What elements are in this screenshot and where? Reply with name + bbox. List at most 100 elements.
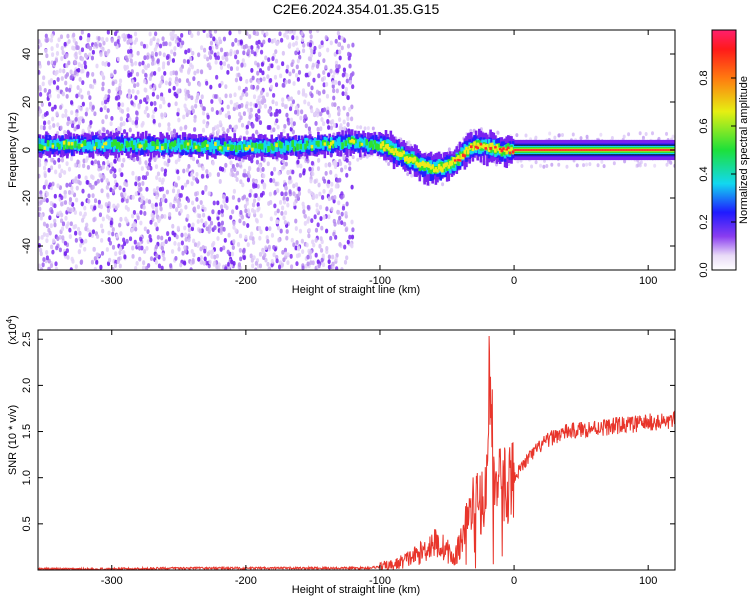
- snr-scale-close: ): [7, 315, 19, 319]
- spectrogram-track-cell: [148, 135, 151, 149]
- spectrogram-speckle: [160, 214, 164, 219]
- spectrogram-speckle: [165, 55, 170, 61]
- spectrogram-track-cell: [61, 140, 64, 148]
- spectrogram-track-cell: [64, 139, 68, 146]
- spectrogram-speckle: [268, 108, 272, 114]
- spectrogram-speckle: [234, 54, 238, 60]
- spectrogram-speckle: [669, 160, 673, 165]
- spectrogram-speckle: [45, 232, 49, 238]
- spectrogram-speckle: [296, 76, 300, 82]
- spectrogram-speckle: [324, 35, 328, 40]
- spectrogram-speckle: [335, 64, 339, 69]
- spectrogram-speckle: [180, 240, 184, 246]
- spectrogram-speckle: [141, 265, 146, 270]
- spectrogram-speckle: [105, 214, 110, 220]
- spectrogram-speckle: [220, 212, 225, 218]
- spectrogram-track-cell: [90, 144, 93, 152]
- spectrogram-speckle: [254, 217, 259, 223]
- spectrogram-track-cell: [38, 143, 42, 150]
- spectrogram-speckle: [327, 254, 331, 260]
- spectrogram-track-cell: [531, 149, 534, 151]
- spectrogram-speckle: [80, 63, 84, 69]
- spectrogram-speckle: [51, 181, 55, 187]
- spectrogram-track-cell: [442, 165, 446, 173]
- spectrogram-track-cell: [445, 162, 449, 172]
- spectrogram-speckle: [259, 49, 264, 55]
- spectrogram-speckle: [232, 188, 236, 194]
- spectrogram-speckle: [161, 241, 166, 247]
- spectrogram-speckle: [341, 84, 345, 90]
- spectrogram-speckle: [145, 55, 150, 60]
- spectrogram-track-cell: [149, 141, 153, 152]
- spectrogram-track-cell: [387, 146, 391, 151]
- spectrogram-speckle: [178, 193, 182, 198]
- spectrogram-track-cell: [532, 149, 536, 151]
- spectrogram-track-cell: [458, 151, 462, 160]
- spectrogram-speckle: [224, 162, 228, 168]
- spectrogram-track-cell: [492, 145, 496, 151]
- spectrogram-speckle: [275, 118, 279, 124]
- spectrogram-speckle: [175, 193, 179, 199]
- spectrogram-speckle: [39, 267, 44, 270]
- spectrogram-speckle: [306, 261, 310, 267]
- spectrogram-speckle: [282, 164, 286, 170]
- spectrogram-speckle: [100, 36, 105, 42]
- spectrogram-speckle: [160, 186, 165, 192]
- spectrogram-speckle: [224, 266, 228, 270]
- spectrogram-speckle: [114, 79, 118, 85]
- spectrogram-speckle: [317, 90, 322, 96]
- spectrogram-track-cell: [272, 145, 275, 151]
- spectrogram-speckle: [219, 204, 224, 210]
- spectrogram-speckle: [49, 78, 53, 83]
- spectrogram-speckle: [132, 210, 137, 215]
- spectrogram-speckle: [190, 200, 195, 206]
- spectrogram-speckle: [272, 252, 276, 258]
- spectrogram-speckle: [318, 243, 322, 249]
- spectrogram-speckle: [54, 169, 58, 175]
- spectrogram-track-cell: [598, 149, 602, 151]
- spectrogram-track-cell: [173, 140, 177, 146]
- spectrogram-speckle: [38, 39, 41, 44]
- spectrogram-track-cell: [146, 142, 150, 150]
- spectrogram-speckle: [77, 163, 81, 168]
- spectrogram-speckle: [315, 107, 319, 113]
- spectrogram-speckle: [293, 201, 297, 207]
- spectrogram-speckle: [118, 246, 123, 251]
- spectrogram-speckle: [45, 238, 49, 244]
- spectrogram-speckle: [319, 111, 323, 117]
- spectrogram-speckle: [265, 235, 269, 240]
- spectrogram-speckle: [192, 76, 196, 82]
- spectrogram-speckle: [68, 197, 73, 202]
- spectrogram-speckle: [78, 50, 82, 55]
- spectrogram-speckle: [184, 49, 188, 55]
- spectrogram-speckle: [322, 82, 326, 88]
- spectrogram-speckle: [156, 234, 160, 240]
- spectrogram-track-cell: [461, 155, 465, 160]
- spectrogram-speckle: [317, 73, 321, 79]
- spectrogram-speckle: [232, 224, 236, 230]
- spectrogram-track-cell: [138, 144, 142, 149]
- spectrogram-track-cell: [529, 149, 533, 151]
- spectrogram-speckle: [248, 114, 252, 120]
- spectrogram-speckle: [539, 163, 543, 168]
- spectrogram-track-cell: [428, 163, 431, 168]
- spectrogram-speckle: [93, 256, 97, 261]
- spectrogram-speckle: [172, 85, 176, 91]
- spectrogram-speckle: [107, 201, 111, 207]
- spectrogram-speckle: [342, 119, 346, 125]
- spectrogram-speckle: [216, 200, 220, 206]
- spectrogram-track-cell: [360, 142, 364, 146]
- spectrogram-speckle: [324, 170, 328, 176]
- spectrogram-speckle: [83, 211, 87, 217]
- spectrogram-speckle: [229, 214, 233, 220]
- spectrogram-speckle: [257, 226, 262, 231]
- spectrogram-track-cell: [239, 142, 243, 158]
- spectrogram-speckle: [49, 263, 54, 269]
- spectrogram-track-cell: [376, 143, 380, 151]
- spectrogram-speckle: [302, 168, 306, 173]
- spectrogram-speckle: [73, 210, 77, 215]
- spectrogram-speckle: [178, 78, 182, 83]
- spectrogram-track-cell: [328, 145, 331, 149]
- spectrogram-speckle: [136, 89, 140, 95]
- spectrogram-speckle: [177, 175, 181, 181]
